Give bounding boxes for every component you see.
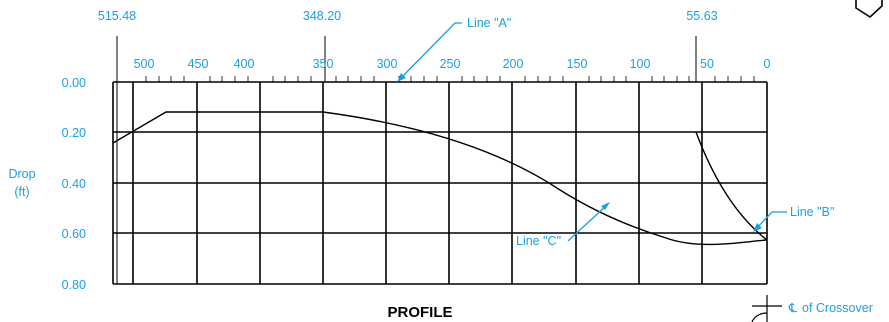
line-c-arrowhead xyxy=(601,202,610,210)
crossover-marker xyxy=(751,295,782,322)
crossover-label: of Crossover xyxy=(802,301,873,315)
line-a-arrowhead xyxy=(397,73,406,82)
y-axis-label-line1: Drop xyxy=(8,167,35,181)
station-lines xyxy=(116,36,697,284)
y-tick-000: 0.00 xyxy=(62,76,86,90)
x-tick-350: 350 xyxy=(313,57,334,71)
line-c-leader xyxy=(567,204,608,242)
callout-line-a: Line "A" xyxy=(467,16,511,30)
diagram-title: PROFILE xyxy=(387,304,452,321)
x-tick-0: 0 xyxy=(764,57,771,71)
y-tick-040: 0.40 xyxy=(62,177,86,191)
top-axis-ticks xyxy=(145,76,755,82)
x-tick-250: 250 xyxy=(440,57,461,71)
y-tick-060: 0.60 xyxy=(62,227,86,241)
station-label-348: 348.20 xyxy=(303,9,341,23)
crossover-symbol: ℄ xyxy=(788,301,798,315)
x-tick-150: 150 xyxy=(567,57,588,71)
grid xyxy=(112,81,768,285)
x-tick-300: 300 xyxy=(377,57,398,71)
callout-line-c: Line "C" xyxy=(516,234,561,248)
x-tick-400: 400 xyxy=(234,57,255,71)
line-a-leader-diag xyxy=(400,22,456,79)
callout-line-b: Line "B" xyxy=(790,205,834,219)
profile-curves xyxy=(112,111,768,246)
x-tick-200: 200 xyxy=(503,57,524,71)
x-tick-50: 50 xyxy=(700,57,714,71)
line-b-arrowhead xyxy=(753,223,762,232)
decorative-shape xyxy=(855,0,883,19)
station-label-515: 515.48 xyxy=(98,9,136,23)
x-tick-500: 500 xyxy=(134,57,155,71)
station-label-55: 55.63 xyxy=(686,9,717,23)
x-tick-100: 100 xyxy=(630,57,651,71)
y-tick-080: 0.80 xyxy=(62,278,86,292)
line-b-curve xyxy=(695,131,768,241)
y-tick-020: 0.20 xyxy=(62,126,86,140)
callout-arrows xyxy=(397,73,762,232)
y-axis-label-line2: (ft) xyxy=(14,185,29,199)
line-c-curve xyxy=(112,111,768,246)
x-tick-450: 450 xyxy=(188,57,209,71)
